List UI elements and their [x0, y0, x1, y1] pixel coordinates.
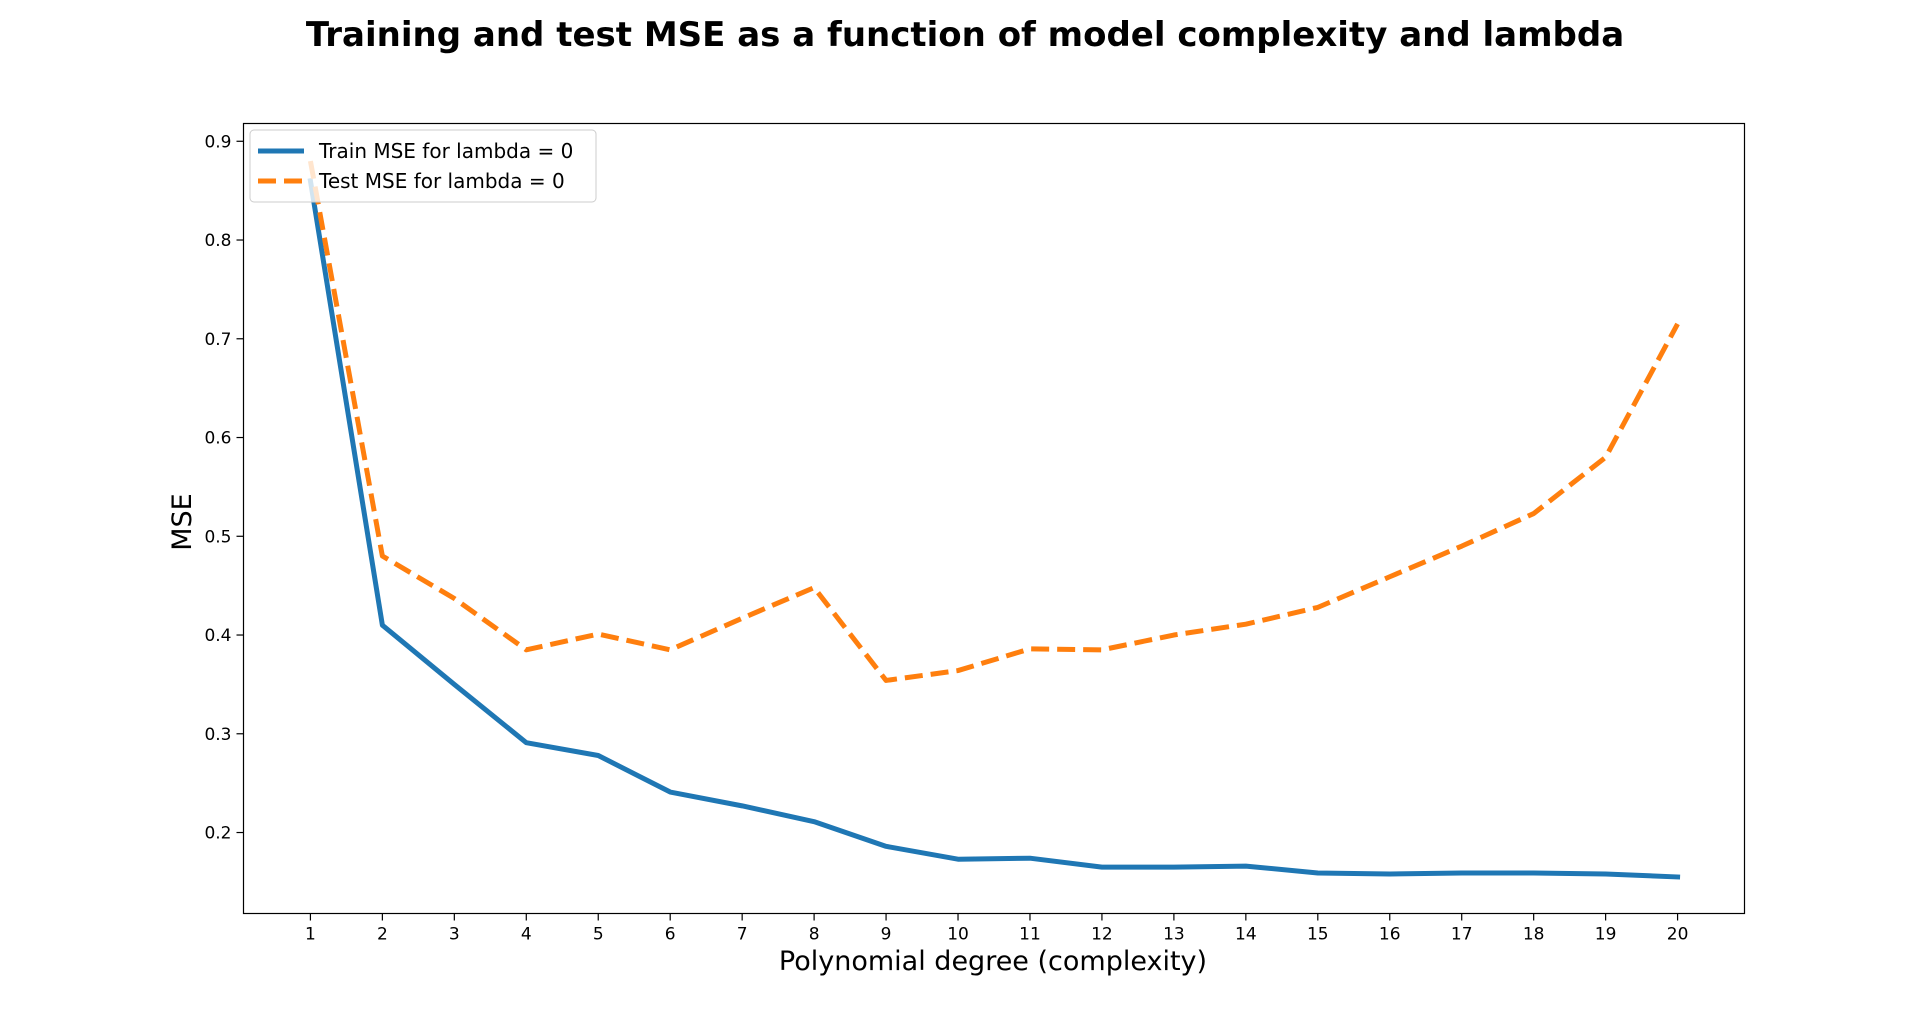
x-tick-label: 14 — [1235, 925, 1257, 945]
y-tick-label: 0.4 — [204, 626, 231, 646]
x-tick-label: 17 — [1451, 925, 1473, 945]
y-axis-label: MSE — [167, 493, 198, 551]
x-tick-label: 3 — [449, 925, 460, 945]
y-tick-label: 0.7 — [204, 330, 231, 350]
x-axis-ticks: 1 2 3 4 5 6 7 8 9 10 11 12 13 14 15 16 17 18 19 20 — [305, 913, 1689, 945]
x-tick-label: 10 — [947, 925, 969, 945]
x-tick-label: 8 — [809, 925, 820, 945]
x-tick-label: 9 — [881, 925, 892, 945]
x-tick-label: 15 — [1307, 925, 1329, 945]
x-tick-label: 12 — [1091, 925, 1113, 945]
plot-frame — [242, 122, 1746, 915]
x-axis-label: Polynomial degree (complexity) — [779, 946, 1207, 977]
x-tick-label: 1 — [305, 925, 316, 945]
x-tick-label: 18 — [1523, 925, 1545, 945]
y-tick-label: 0.5 — [204, 527, 231, 547]
y-tick-label: 0.6 — [204, 429, 231, 449]
x-tick-label: 2 — [377, 925, 388, 945]
legend-box — [249, 129, 597, 203]
x-tick-label: 11 — [1019, 925, 1041, 945]
legend-label-test: Test MSE for lambda = 0 — [318, 169, 565, 193]
x-tick-label: 20 — [1667, 925, 1689, 945]
x-tick-label: 4 — [521, 925, 532, 945]
x-tick-label: 16 — [1379, 925, 1401, 945]
x-tick-label: 13 — [1163, 925, 1185, 945]
y-tick-label: 0.2 — [204, 824, 231, 844]
legend: Train MSE for lambda = 0 Test MSE for la… — [249, 129, 597, 203]
y-axis-ticks: 0.2 0.3 0.4 0.5 0.6 0.7 0.8 0.9 — [204, 132, 244, 844]
x-tick-label: 19 — [1595, 925, 1617, 945]
y-tick-label: 0.8 — [204, 231, 231, 251]
series-layer — [307, 160, 1681, 880]
chart-title: Training and test MSE as a function of m… — [306, 15, 1624, 55]
y-tick-label: 0.3 — [204, 725, 231, 745]
legend-label-train: Train MSE for lambda = 0 — [318, 139, 573, 163]
train-mse-line — [307, 177, 1681, 880]
y-tick-label: 0.9 — [204, 132, 231, 152]
x-tick-label: 7 — [737, 925, 748, 945]
test-mse-line — [307, 160, 1680, 683]
x-tick-label: 6 — [665, 925, 676, 945]
x-tick-label: 5 — [593, 925, 604, 945]
